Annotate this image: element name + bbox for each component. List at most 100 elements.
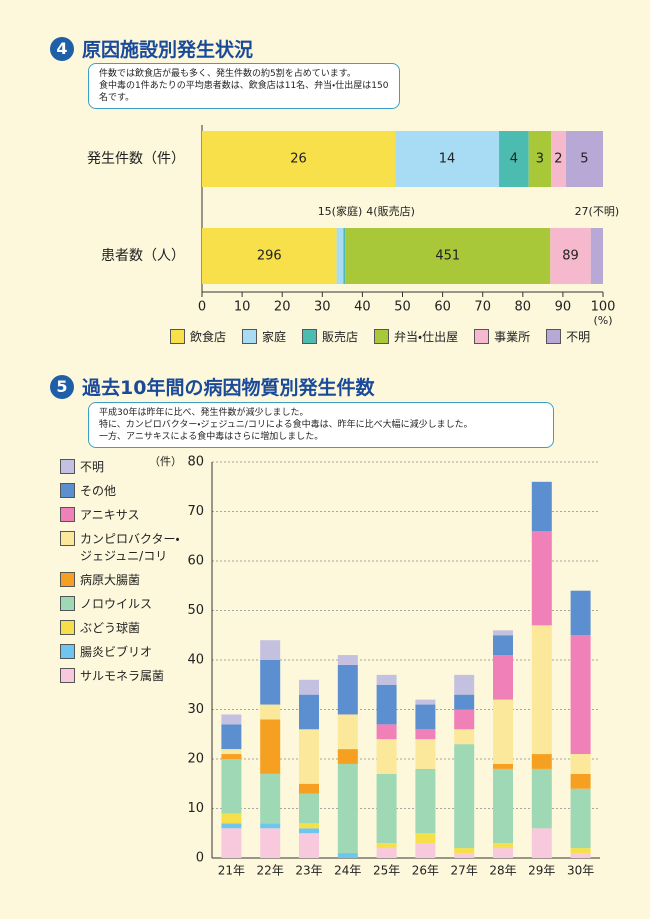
bar-segment bbox=[415, 833, 436, 844]
legend-swatch bbox=[374, 329, 390, 344]
value-label: 89 bbox=[562, 249, 579, 264]
legend-label: 飲食店 bbox=[190, 330, 227, 344]
bar-segment bbox=[221, 724, 242, 750]
bar-segment bbox=[493, 843, 513, 849]
legend-swatch bbox=[60, 596, 75, 611]
x-tick-label: 0 bbox=[198, 300, 206, 315]
note-line: 件数では飲食店が最も多く、発生件数の約5割を占めています。 bbox=[99, 69, 356, 79]
note-line: 平成30年は昨年に比べ、発生件数が減少しました。 bbox=[99, 408, 309, 418]
bar-segment bbox=[299, 679, 319, 695]
bar-segment bbox=[531, 754, 552, 769]
bar-segment bbox=[531, 828, 552, 858]
legend-label: 事業所 bbox=[494, 330, 531, 344]
section-header: 4 原因施設別発生状況 bbox=[50, 35, 253, 62]
bar-segment bbox=[493, 768, 513, 844]
legend-swatch bbox=[60, 644, 75, 659]
bar-segment bbox=[299, 823, 319, 829]
bar-segment bbox=[221, 828, 242, 858]
x-tick-label: 28年 bbox=[489, 864, 516, 878]
bar-segment bbox=[260, 660, 281, 705]
legend-label: 不明 bbox=[80, 460, 105, 474]
bar-segment bbox=[531, 481, 552, 532]
bar-segment bbox=[550, 228, 591, 284]
x-tick-label: 90 bbox=[555, 300, 572, 315]
bar-segment bbox=[260, 719, 281, 774]
y-tick-label: 0 bbox=[196, 851, 204, 866]
bar-segment bbox=[395, 131, 500, 187]
bar-segment bbox=[337, 714, 358, 750]
legend-label: 病原大腸菌 bbox=[80, 573, 141, 587]
bar-segment bbox=[415, 768, 436, 834]
legend-swatch bbox=[302, 329, 318, 344]
bar-segment bbox=[493, 848, 513, 858]
y-tick-label: 80 bbox=[187, 455, 204, 470]
bar-segment bbox=[454, 848, 475, 854]
legend-item: 不明 bbox=[60, 458, 190, 475]
x-axis-unit: (%) bbox=[593, 314, 612, 327]
legend-label: サルモネラ属菌 bbox=[80, 669, 165, 683]
bar-segment bbox=[493, 630, 513, 636]
legend-item: 病原大腸菌 bbox=[60, 571, 190, 588]
bar-segment bbox=[565, 131, 603, 187]
bar-segment bbox=[493, 655, 513, 700]
bar-segment bbox=[454, 694, 475, 710]
note-line: 特に、カンピロバクター・ジェジュニ/コリによる食中毒は、昨年に比べ大幅に減少しま… bbox=[99, 420, 473, 430]
bar-segment bbox=[337, 655, 358, 665]
legend-swatch bbox=[60, 572, 75, 587]
bar-segment bbox=[299, 793, 319, 824]
y-tick-label: 20 bbox=[187, 752, 204, 767]
bar-segment bbox=[528, 131, 552, 187]
legend-label: カンピロバクター・ジェジュニ/コリ bbox=[80, 532, 180, 563]
value-label: 296 bbox=[257, 249, 282, 264]
legend-label: 不明 bbox=[566, 330, 591, 344]
bar-segment bbox=[551, 131, 566, 187]
bar-segment bbox=[570, 773, 591, 789]
value-label: 14 bbox=[439, 152, 456, 167]
bar-segment bbox=[499, 131, 529, 187]
legend-item: 家庭 bbox=[242, 328, 286, 345]
bar-segment bbox=[260, 828, 281, 858]
bar-segment bbox=[570, 848, 591, 854]
legend-label: 弁当・仕出屋 bbox=[394, 330, 459, 344]
bar-segment bbox=[570, 754, 591, 774]
legend-label: ぶどう球菌 bbox=[80, 621, 141, 635]
legend-item: ノロウイルス bbox=[60, 595, 190, 612]
bar-segment bbox=[345, 228, 551, 284]
bar-segment bbox=[299, 729, 319, 784]
x-tick-label: 60 bbox=[434, 300, 451, 315]
bar-segment bbox=[493, 699, 513, 764]
x-tick-label: 21年 bbox=[218, 864, 245, 878]
legend-item: 腸炎ビブリオ bbox=[60, 643, 190, 660]
bar-segment bbox=[221, 714, 242, 725]
bar-segment bbox=[570, 635, 591, 755]
legend-swatch bbox=[60, 531, 75, 546]
section-title: 原因施設別発生状況 bbox=[82, 39, 254, 61]
bar-segment bbox=[531, 625, 552, 755]
legend-label: 家庭 bbox=[262, 330, 287, 344]
legend-item: 不明 bbox=[546, 328, 590, 345]
legend-item: 弁当・仕出屋 bbox=[374, 328, 458, 345]
bar-segment bbox=[376, 843, 397, 849]
legend-swatch bbox=[60, 507, 75, 522]
legend-swatch bbox=[60, 483, 75, 498]
legend-label: 販売店 bbox=[322, 330, 359, 344]
legend-swatch bbox=[170, 329, 185, 344]
legend-item: サルモネラ属菌 bbox=[60, 667, 190, 684]
legend-item: 飲食店 bbox=[170, 328, 226, 345]
legend-swatch bbox=[60, 620, 75, 635]
bar-segment bbox=[376, 739, 397, 774]
x-tick-label: 10 bbox=[234, 300, 251, 315]
bar-segment bbox=[415, 729, 436, 740]
category-label: 発生件数（件） bbox=[87, 151, 185, 167]
y-tick-label: 50 bbox=[187, 603, 204, 618]
legend-item: カンピロバクター・ジェジュニ/コリ bbox=[60, 530, 190, 564]
bar-segment bbox=[221, 823, 242, 829]
y-tick-label: 60 bbox=[187, 554, 204, 569]
section-header: 5 過去10年間の病因物質別発生件数 bbox=[50, 373, 374, 400]
category-label: 患者数（人） bbox=[101, 248, 185, 264]
y-tick-label: 40 bbox=[187, 653, 204, 668]
bar-segment bbox=[337, 664, 358, 715]
x-tick-label: 20 bbox=[274, 300, 291, 315]
bar-segment bbox=[531, 768, 552, 829]
bar-segment bbox=[590, 228, 603, 284]
